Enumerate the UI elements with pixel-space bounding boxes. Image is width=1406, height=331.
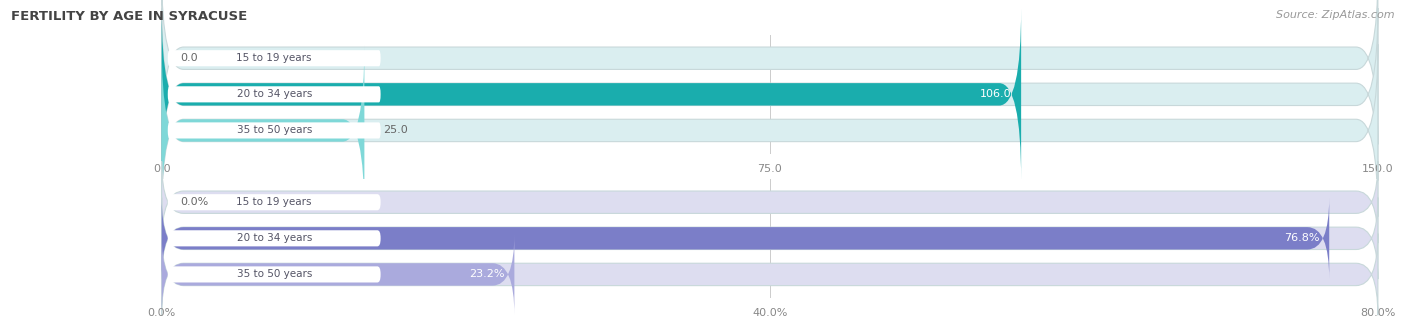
- FancyBboxPatch shape: [162, 234, 1378, 315]
- FancyBboxPatch shape: [167, 230, 381, 246]
- Text: 0.0: 0.0: [180, 53, 198, 63]
- Text: 35 to 50 years: 35 to 50 years: [236, 125, 312, 135]
- FancyBboxPatch shape: [167, 86, 381, 102]
- FancyBboxPatch shape: [162, 198, 1378, 279]
- FancyBboxPatch shape: [162, 0, 1378, 145]
- Text: 106.0: 106.0: [980, 89, 1011, 99]
- Text: 15 to 19 years: 15 to 19 years: [236, 197, 312, 207]
- Text: 35 to 50 years: 35 to 50 years: [236, 269, 312, 279]
- FancyBboxPatch shape: [167, 50, 381, 66]
- Text: 25.0: 25.0: [382, 125, 408, 135]
- FancyBboxPatch shape: [162, 8, 1378, 181]
- Text: FERTILITY BY AGE IN SYRACUSE: FERTILITY BY AGE IN SYRACUSE: [11, 10, 247, 23]
- Text: Source: ZipAtlas.com: Source: ZipAtlas.com: [1277, 10, 1395, 20]
- Text: 76.8%: 76.8%: [1284, 233, 1319, 243]
- FancyBboxPatch shape: [162, 44, 1378, 217]
- Text: 23.2%: 23.2%: [470, 269, 505, 279]
- FancyBboxPatch shape: [162, 234, 515, 315]
- FancyBboxPatch shape: [162, 44, 364, 217]
- FancyBboxPatch shape: [167, 122, 381, 138]
- Text: 20 to 34 years: 20 to 34 years: [236, 233, 312, 243]
- FancyBboxPatch shape: [162, 8, 1021, 181]
- FancyBboxPatch shape: [167, 266, 381, 282]
- Text: 15 to 19 years: 15 to 19 years: [236, 53, 312, 63]
- FancyBboxPatch shape: [162, 198, 1329, 279]
- Text: 0.0%: 0.0%: [180, 197, 208, 207]
- FancyBboxPatch shape: [167, 194, 381, 210]
- FancyBboxPatch shape: [162, 162, 1378, 243]
- Text: 20 to 34 years: 20 to 34 years: [236, 89, 312, 99]
